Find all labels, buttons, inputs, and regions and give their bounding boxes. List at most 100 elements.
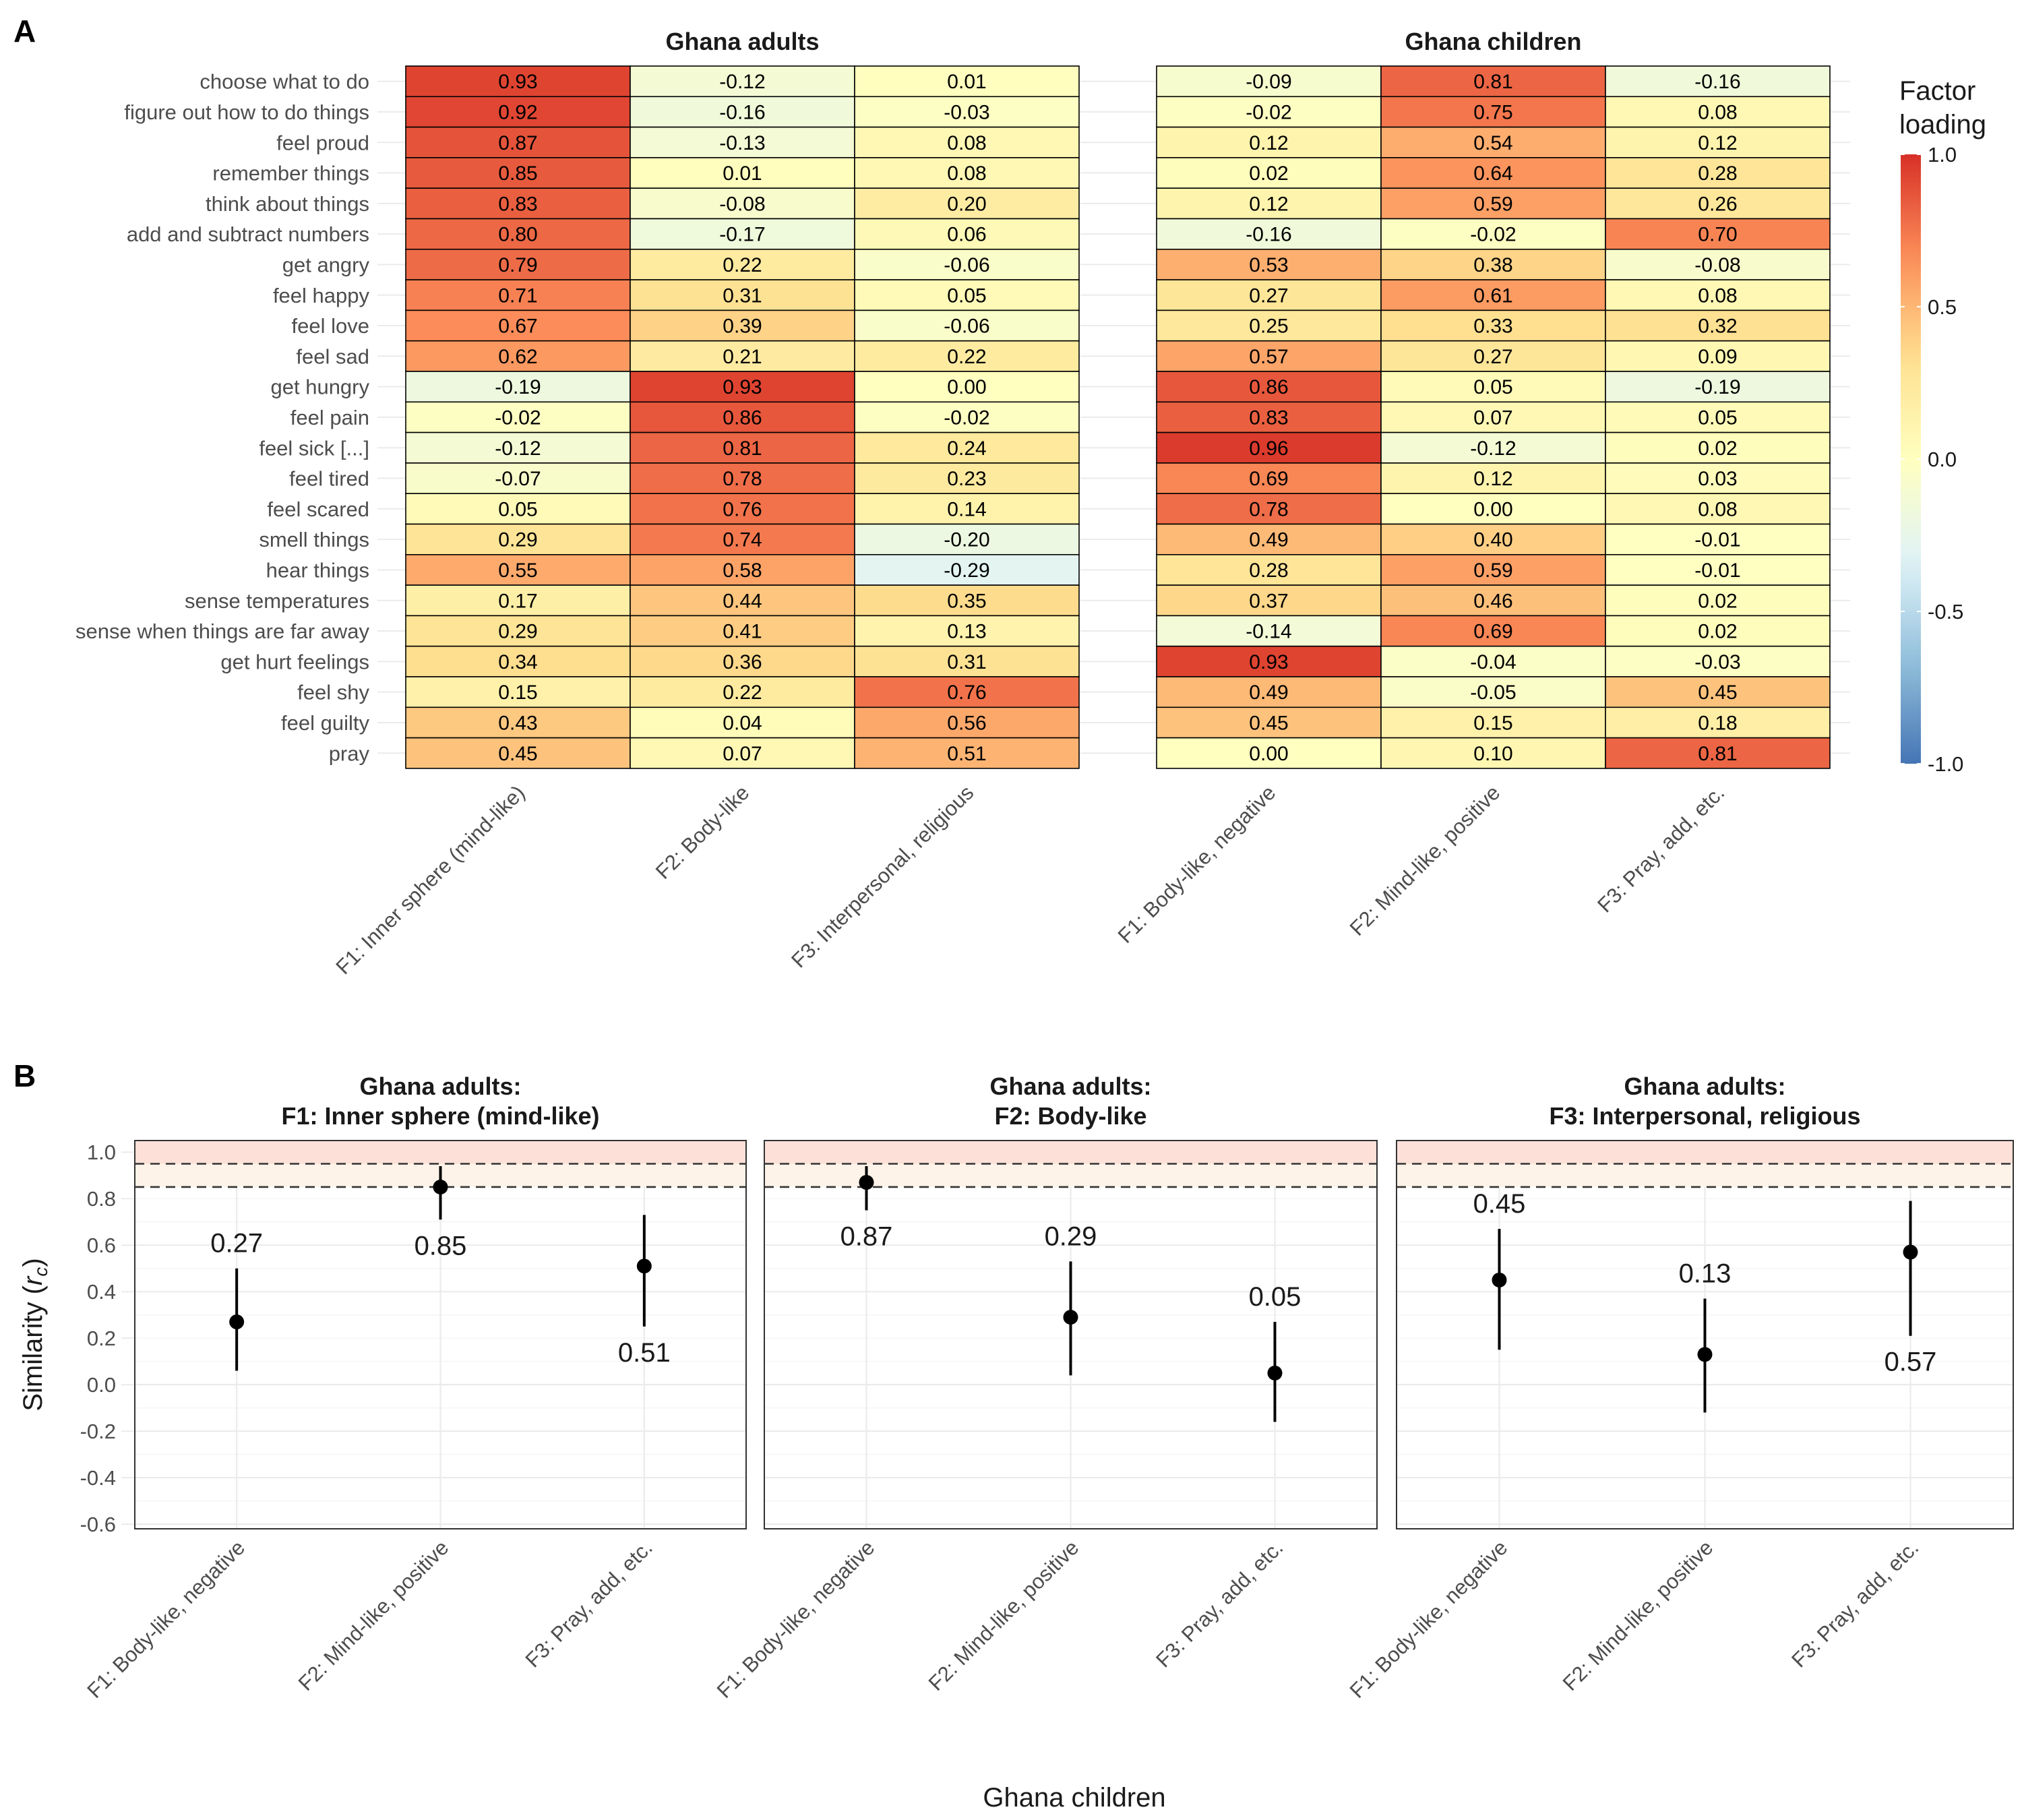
row-label: hear things [266, 558, 369, 582]
cell-value-label: 0.14 [947, 498, 986, 520]
heatmap-cell [1156, 401, 1382, 433]
cell-value-label: -0.03 [944, 101, 989, 123]
cell-value-label: 0.03 [1698, 468, 1737, 490]
cell-value-label: 0.81 [1698, 743, 1737, 765]
facet-frame [134, 1140, 747, 1529]
cell-value-label: 0.28 [1698, 162, 1737, 185]
cell-value-label: 0.05 [947, 284, 986, 307]
cell-value-label: 0.00 [1473, 498, 1512, 520]
heatmap-cell [405, 248, 631, 280]
cell-value-label: 0.01 [723, 162, 762, 185]
cell-value-label: 0.93 [498, 71, 537, 93]
heatmap-cell [854, 553, 1080, 586]
cell-value-label: -0.02 [495, 406, 541, 429]
cell-value-label: -0.08 [1694, 254, 1740, 276]
heatmap-cell [630, 309, 855, 342]
cell-value-label: -0.16 [1694, 71, 1740, 93]
cell-value-label: 0.31 [947, 651, 986, 673]
excellent-similarity-band [135, 1141, 746, 1164]
cell-value-label: -0.12 [719, 71, 765, 93]
cell-value-label: 0.08 [1698, 284, 1737, 307]
cell-value-label: 0.55 [498, 559, 537, 582]
cell-value-label: -0.01 [1694, 559, 1740, 582]
heatmap-cell [854, 523, 1080, 555]
cell-value-label: 0.49 [1249, 529, 1288, 551]
cell-value-label: 0.38 [1473, 254, 1512, 276]
row-label: feel guilty [281, 711, 369, 735]
heatmap-cell [1605, 157, 1831, 189]
cell-value-label: 0.71 [498, 284, 537, 307]
heatmap-cell [1380, 279, 1606, 311]
color-legend: Factor loading 1.0 0.5 0.0 -0.5 -1.0 [1899, 76, 1986, 776]
cell-value-label: 0.02 [1249, 162, 1288, 185]
cell-value-label: -0.06 [944, 315, 989, 338]
facet-title-line1: Ghana adults: [359, 1072, 521, 1100]
heatmap-cell [630, 187, 855, 220]
heatmap-cell [630, 462, 855, 495]
heatmap-cell [630, 371, 855, 403]
heatmap-cell [854, 493, 1080, 525]
cell-value-label: 0.10 [1473, 743, 1512, 765]
cell-value-label: -0.17 [719, 224, 765, 246]
cell-value-label: 0.06 [947, 224, 986, 246]
heatmap-cell [405, 218, 631, 250]
row-label: remember things [212, 162, 369, 185]
cell-value-label: 0.17 [498, 590, 537, 612]
cell-value-label: 0.46 [1473, 590, 1512, 612]
heatmap-cell [854, 340, 1080, 372]
heatmap-cell [405, 371, 631, 403]
cell-value-label: 0.78 [723, 468, 762, 490]
heatmap-cell [1380, 493, 1606, 525]
cell-value-label: 0.24 [947, 437, 986, 460]
y-tick-label: 1.0 [87, 1141, 116, 1164]
row-label: sense when things are far away [75, 619, 369, 643]
heatmap-cell [630, 65, 855, 98]
legend-tick-label: 1.0 [1928, 143, 1957, 166]
cell-value-label: 0.61 [1473, 284, 1512, 307]
cell-value-label: 0.22 [723, 254, 762, 276]
heatmap-cell [854, 248, 1080, 280]
cell-value-label: 0.32 [1698, 315, 1737, 338]
heatmap-cell [630, 615, 855, 647]
cell-value-label: -0.19 [495, 376, 541, 398]
y-tick-label: 0.8 [87, 1187, 116, 1211]
panel-a-letter: A [13, 13, 36, 49]
heatmap-cell [630, 157, 855, 189]
legend-tick-label: -1.0 [1928, 752, 1963, 776]
heatmap-cell [1605, 279, 1831, 311]
heatmap-cell [630, 584, 855, 617]
cell-value-label: 0.69 [1473, 621, 1512, 643]
heatmap-cell [854, 187, 1080, 220]
cell-value-label: 0.02 [1698, 437, 1737, 460]
cell-value-label: 0.20 [947, 193, 986, 215]
cell-value-label: 0.83 [1249, 406, 1288, 429]
fair-similarity-band [764, 1163, 1377, 1187]
cell-value-label: 0.27 [1249, 284, 1288, 307]
cell-value-label: -0.02 [1470, 224, 1516, 246]
facet-frame [764, 1140, 1378, 1529]
heatmap-cell [1380, 676, 1606, 708]
row-label: pray [329, 741, 370, 765]
cell-value-label: 0.64 [1473, 162, 1512, 185]
cell-value-label: 0.02 [1698, 621, 1737, 643]
cell-value-label: -0.03 [1694, 651, 1740, 673]
cell-value-label: 0.96 [1249, 437, 1288, 460]
heatmap-cell [405, 126, 631, 158]
heatmap-cell [1605, 401, 1831, 433]
cell-value-label: 0.15 [498, 681, 537, 704]
cell-value-label: 0.28 [1249, 559, 1288, 582]
cell-value-label: 0.12 [1698, 132, 1737, 154]
heatmap-cell [1156, 584, 1382, 617]
heatmap-cell [405, 737, 631, 769]
heatmap-cell [1380, 218, 1606, 250]
cell-value-label: 0.86 [1249, 376, 1288, 398]
cell-value-label: 0.79 [498, 254, 537, 276]
cell-value-label: 0.36 [723, 651, 762, 673]
row-label: feel proud [276, 131, 369, 154]
y-tick-label: -0.2 [80, 1420, 116, 1443]
cell-value-label: 0.08 [1698, 101, 1737, 123]
cell-value-label: -0.16 [1246, 224, 1291, 246]
heatmap-cell [1380, 615, 1606, 647]
heatmap-cell [1605, 523, 1831, 555]
cell-value-label: 0.45 [1249, 712, 1288, 734]
